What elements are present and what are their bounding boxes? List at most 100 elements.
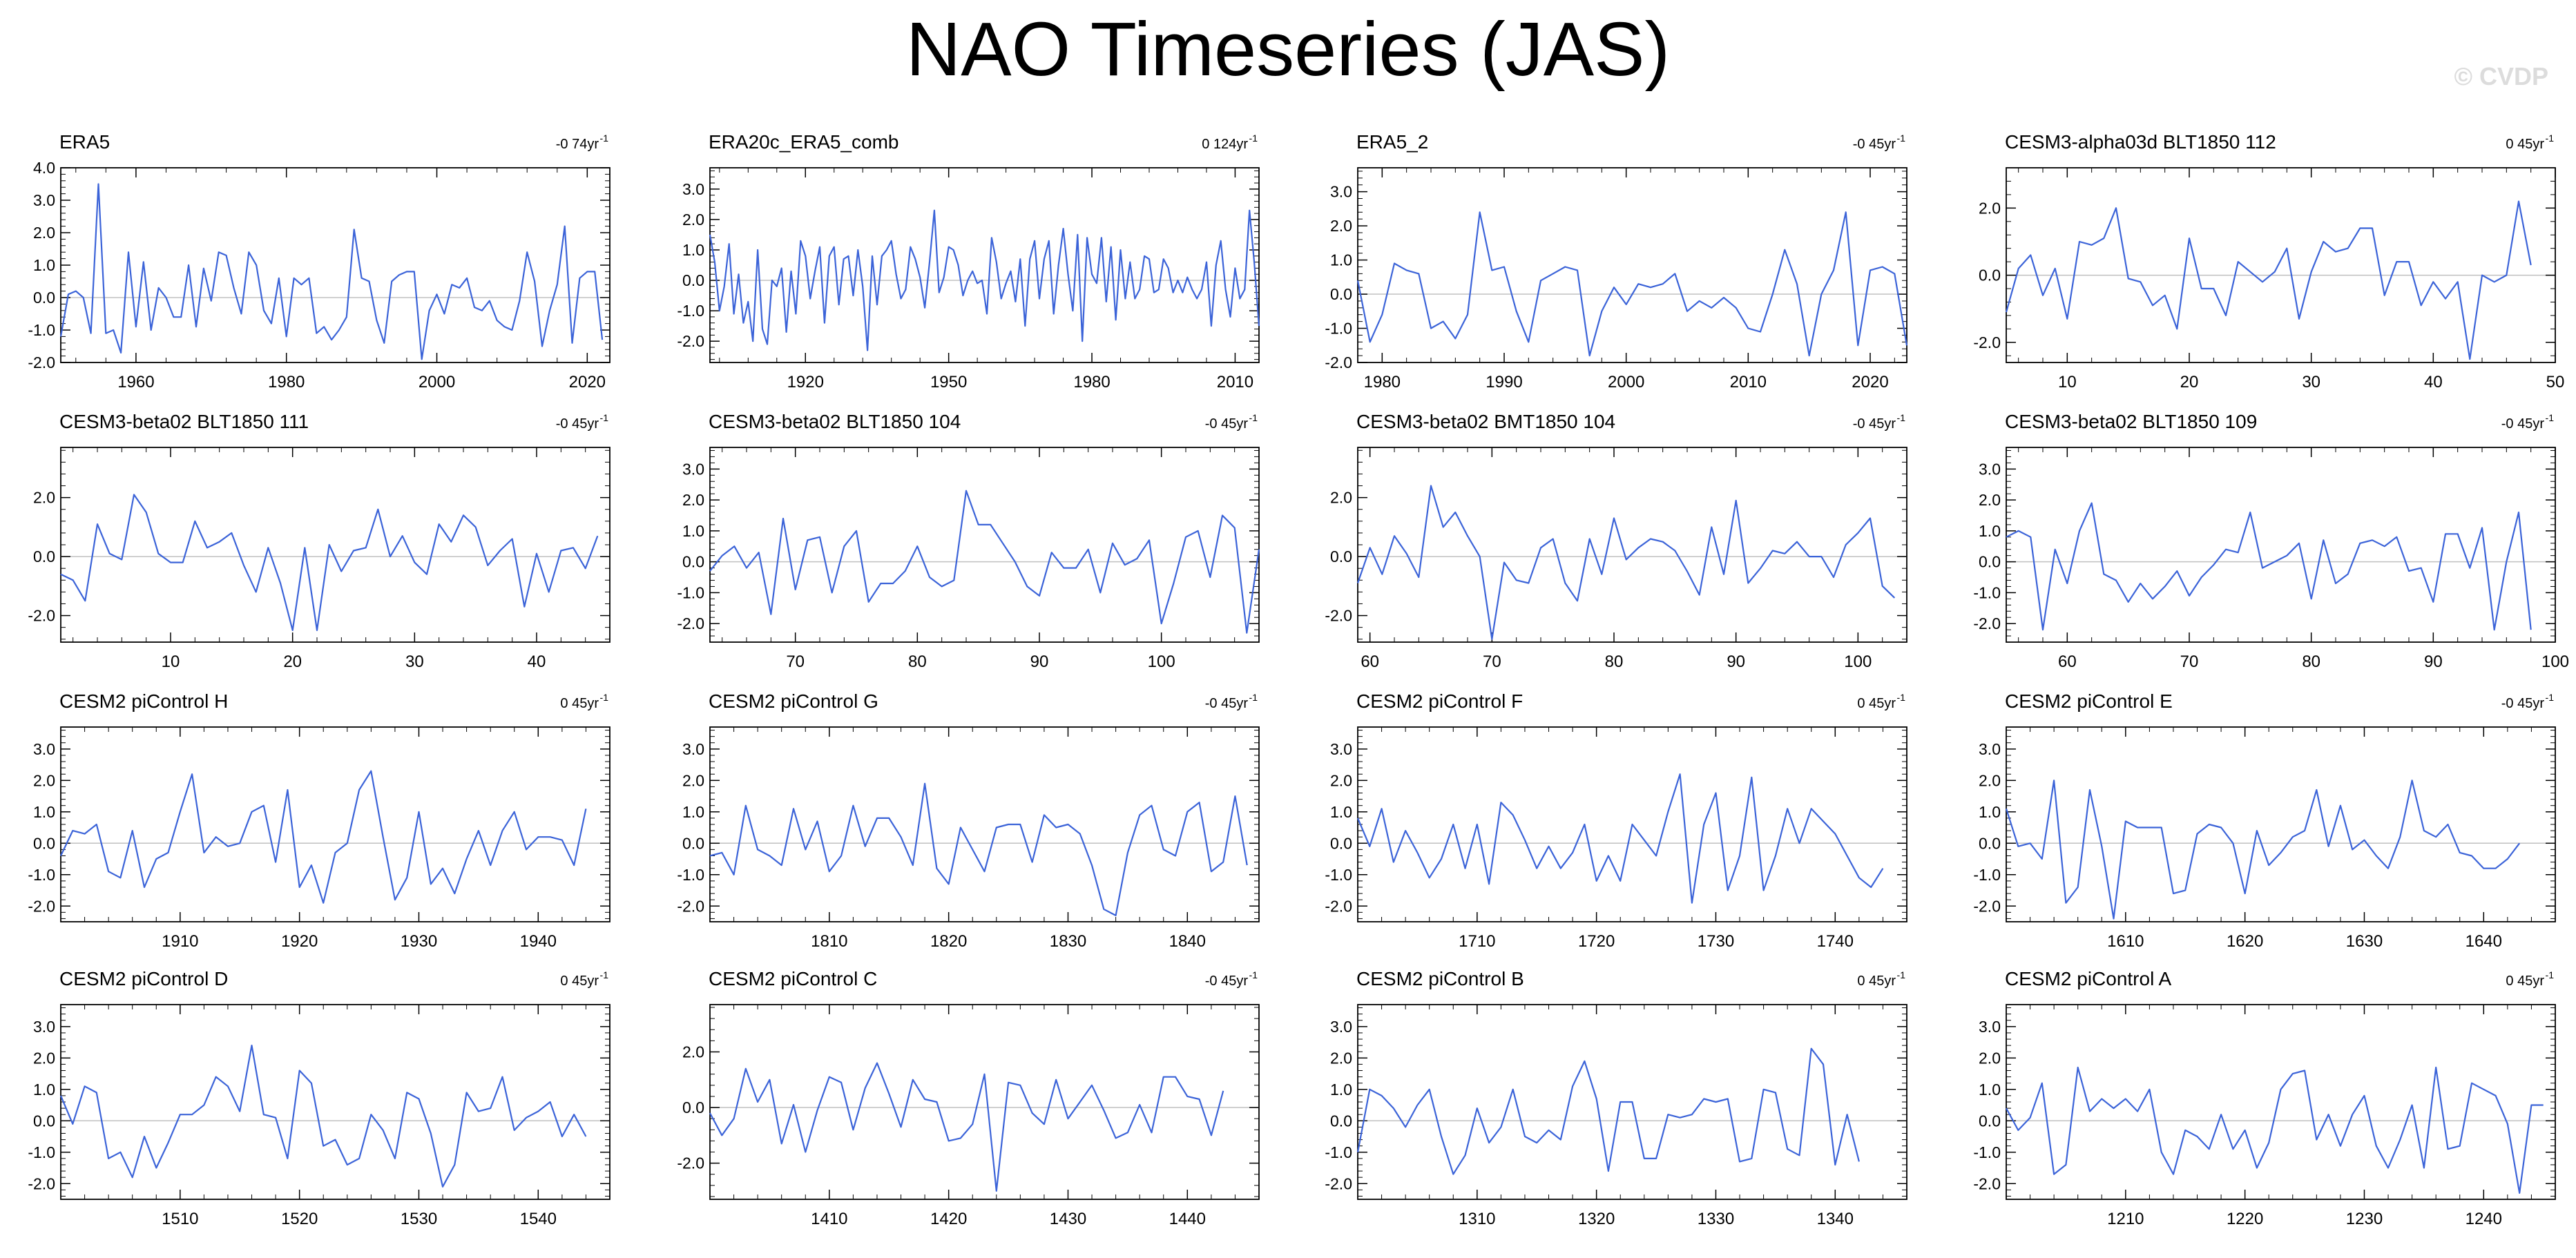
y-tick-label: 2.0 xyxy=(1979,1049,2001,1067)
y-tick-label: 0.0 xyxy=(1330,1112,1352,1130)
x-tick-label: 80 xyxy=(908,652,927,671)
trend-exponent: -1 xyxy=(1249,412,1258,423)
y-tick-label: 0.0 xyxy=(1330,548,1352,565)
y-tick-label: 2.0 xyxy=(33,771,55,789)
x-tick-label: 90 xyxy=(1727,652,1745,671)
x-tick-label: 40 xyxy=(528,652,546,671)
x-tick-label: 2000 xyxy=(1608,373,1644,391)
y-tick-label: -2.0 xyxy=(1325,607,1352,625)
trend-exponent: -1 xyxy=(1249,969,1258,980)
x-tick-label: 10 xyxy=(162,652,180,671)
y-tick-label: 2.0 xyxy=(1979,199,2001,217)
y-tick-label: 3.0 xyxy=(682,740,704,758)
trend-label: 0 45yr xyxy=(560,696,599,711)
x-tick-label: 1710 xyxy=(1459,932,1495,951)
panel-title: ERA5_2 xyxy=(1356,131,1428,153)
y-tick-label: 1.0 xyxy=(33,803,55,821)
chart-panel: -2.0 -1.0 0.0 1.0 2.0 3.0 1710 1720 1730 1740 CESM… xyxy=(1325,690,1907,951)
y-tick-label: 0.0 xyxy=(33,1112,55,1130)
plot-frame xyxy=(2006,1004,2556,1200)
x-tick-label: 1980 xyxy=(1073,373,1110,391)
y-tick-label: 1.0 xyxy=(1979,522,2001,540)
y-tick-label: 2.0 xyxy=(1330,217,1352,235)
plot-frame xyxy=(2006,167,2556,363)
plot-frame xyxy=(709,167,1260,363)
y-tick-label: 2.0 xyxy=(33,489,55,507)
y-tick-label: 3.0 xyxy=(1979,740,2001,758)
x-tick-label: 100 xyxy=(2541,652,2569,671)
series-line xyxy=(2006,1066,2544,1194)
x-tick-label: 1920 xyxy=(281,932,318,951)
x-tick-label: 50 xyxy=(2546,373,2565,391)
y-tick-label: -2.0 xyxy=(1325,354,1352,371)
panel-title: CESM3-beta02 BLT1850 111 xyxy=(59,411,309,432)
panel-title: CESM3-beta02 BLT1850 104 xyxy=(709,411,961,432)
x-tick-label: 1330 xyxy=(1698,1210,1734,1228)
trend-label: -0 45yr xyxy=(1853,137,1896,152)
x-tick-label: 1960 xyxy=(117,373,154,391)
y-tick-label: -2.0 xyxy=(28,354,55,371)
chart-panel: -2.0 -1.0 0.0 1.0 2.0 3.0 60 70 80 90 100 CESM3-bet… xyxy=(1973,411,2569,671)
panel-title: CESM2 piControl F xyxy=(1356,690,1523,712)
y-tick-label: 1.0 xyxy=(682,241,704,259)
x-tick-label: 1430 xyxy=(1050,1210,1086,1228)
y-tick-label: 3.0 xyxy=(682,180,704,198)
y-tick-label: -1.0 xyxy=(677,583,704,601)
y-tick-label: 0.0 xyxy=(1979,267,2001,284)
x-tick-label: 2020 xyxy=(1852,373,1888,391)
series-line xyxy=(59,183,604,360)
x-tick-label: 1210 xyxy=(2107,1210,2144,1228)
trend-label: 0 45yr xyxy=(2506,974,2544,989)
x-tick-label: 1810 xyxy=(811,932,847,951)
x-tick-label: 80 xyxy=(1605,652,1624,671)
y-tick-label: 1.0 xyxy=(33,256,55,274)
x-tick-label: 1340 xyxy=(1817,1210,1854,1228)
x-tick-label: 2020 xyxy=(569,373,606,391)
y-tick-label: 3.0 xyxy=(1330,740,1352,758)
panel-title: CESM2 piControl H xyxy=(59,690,228,712)
y-tick-label: -1.0 xyxy=(677,866,704,884)
trend-label: 0 45yr xyxy=(1857,696,1896,711)
x-tick-label: 1440 xyxy=(1169,1210,1206,1228)
trend-exponent: -1 xyxy=(600,969,609,980)
x-tick-label: 1530 xyxy=(401,1210,437,1228)
trend-label: -0 74yr xyxy=(556,137,599,152)
x-tick-label: 1410 xyxy=(811,1210,847,1228)
x-tick-label: 1920 xyxy=(787,373,824,391)
chart-panel: -2.0 -1.0 0.0 1.0 2.0 3.0 1510 1520 1530 1540 CESM… xyxy=(28,968,611,1228)
watermark: © CVDP xyxy=(2454,62,2548,90)
series-line xyxy=(1356,211,1908,357)
y-tick-label: 3.0 xyxy=(1979,460,2001,478)
trend-label: 0 45yr xyxy=(1857,974,1896,989)
y-tick-label: 2.0 xyxy=(1979,771,2001,789)
plot-frame xyxy=(1357,447,1907,643)
y-tick-label: -2.0 xyxy=(1973,897,2001,915)
x-tick-label: 2010 xyxy=(1730,373,1767,391)
trend-label: -0 45yr xyxy=(1205,416,1249,432)
series-line xyxy=(59,1044,587,1188)
panel-title: CESM3-beta02 BLT1850 109 xyxy=(2005,411,2257,432)
panel-title: ERA20c_ERA5_comb xyxy=(709,131,898,153)
trend-label: -0 45yr xyxy=(1205,696,1249,711)
y-tick-label: -2.0 xyxy=(28,1174,55,1192)
series-line xyxy=(1356,1047,1860,1175)
panel-title: CESM2 piControl G xyxy=(709,690,878,712)
chart-panel: -2.0 -1.0 0.0 1.0 2.0 3.0 1980 1990 2000 2010 2020… xyxy=(1325,131,1908,391)
x-tick-label: 70 xyxy=(786,652,805,671)
y-tick-label: -2.0 xyxy=(677,1154,704,1172)
x-tick-label: 70 xyxy=(2180,652,2199,671)
panel-title: CESM3-alpha03d BLT1850 112 xyxy=(2005,131,2276,153)
panel-title: CESM2 piControl A xyxy=(2005,968,2172,989)
x-tick-label: 90 xyxy=(2424,652,2443,671)
x-tick-label: 1520 xyxy=(281,1210,318,1228)
y-tick-label: -2.0 xyxy=(1973,333,2001,351)
y-tick-label: -2.0 xyxy=(677,332,704,350)
chart-panel: -2.0 -1.0 0.0 1.0 2.0 3.0 1910 1920 1930 1940 CESM… xyxy=(28,690,611,951)
x-tick-label: 1740 xyxy=(1817,932,1854,951)
trend-exponent: -1 xyxy=(2546,969,2555,980)
y-tick-label: 1.0 xyxy=(682,803,704,821)
trend-exponent: -1 xyxy=(2546,412,2555,423)
x-tick-label: 1990 xyxy=(1486,373,1522,391)
y-tick-label: 2.0 xyxy=(682,211,704,229)
x-tick-label: 90 xyxy=(1030,652,1049,671)
